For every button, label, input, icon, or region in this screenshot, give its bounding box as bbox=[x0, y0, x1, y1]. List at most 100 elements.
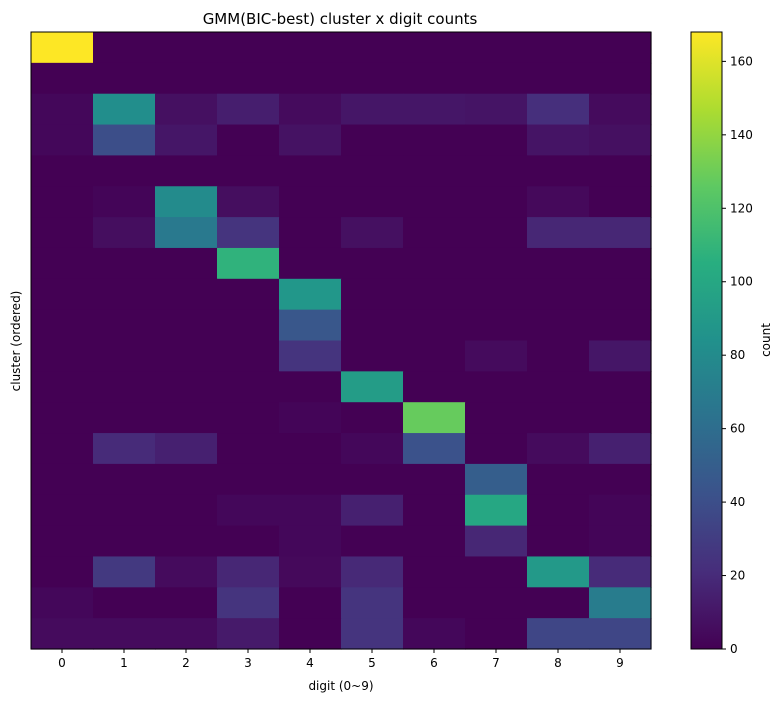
heatmap-cell bbox=[465, 433, 528, 465]
heatmap-cell bbox=[217, 217, 280, 249]
heatmap-cell bbox=[279, 62, 342, 95]
x-axis-ticks: 0 1 2 3 4 5 6 7 8 9 bbox=[58, 649, 624, 670]
heatmap-cell bbox=[465, 32, 528, 64]
heatmap-cell bbox=[527, 278, 590, 311]
colorbar-ticks: 0 20 40 60 80 100 120 140 160 bbox=[722, 54, 753, 656]
heatmap-cell bbox=[341, 124, 404, 156]
x-tick-label: 4 bbox=[306, 656, 314, 670]
heatmap-cell bbox=[279, 494, 342, 527]
heatmap-cell bbox=[465, 618, 528, 650]
heatmap-cell bbox=[93, 402, 156, 434]
heatmap-cell bbox=[217, 618, 280, 650]
heatmap-cell bbox=[589, 587, 652, 619]
heatmap-cell bbox=[279, 278, 342, 311]
heatmap-cell bbox=[31, 402, 94, 434]
heatmap-cell bbox=[93, 340, 156, 372]
heatmap-cell bbox=[341, 62, 404, 95]
heatmap-cell bbox=[279, 556, 342, 588]
heatmap-cell bbox=[155, 309, 218, 342]
heatmap-cell bbox=[403, 93, 466, 126]
heatmap-cell bbox=[93, 32, 156, 64]
heatmap-cell bbox=[465, 186, 528, 218]
heatmap-cell bbox=[341, 556, 404, 588]
colorbar bbox=[690, 31, 723, 650]
heatmap-cell bbox=[93, 309, 156, 342]
colorbar-tick-label: 100 bbox=[730, 275, 753, 289]
heatmap-cell bbox=[93, 155, 156, 187]
heatmap-cell bbox=[527, 402, 590, 434]
heatmap-cell bbox=[341, 371, 404, 403]
colorbar-tick-label: 140 bbox=[730, 128, 753, 142]
heatmap-cell bbox=[403, 247, 466, 280]
heatmap-cell bbox=[93, 186, 156, 218]
heatmap-cell bbox=[217, 93, 280, 126]
heatmap-cell bbox=[217, 340, 280, 372]
heatmap-cell bbox=[527, 186, 590, 218]
heatmap-cell bbox=[93, 217, 156, 249]
heatmap-cell bbox=[31, 93, 94, 126]
heatmap-cell bbox=[93, 494, 156, 527]
heatmap-cell bbox=[31, 124, 94, 156]
heatmap-cell bbox=[31, 433, 94, 465]
heatmap-cell bbox=[155, 402, 218, 434]
heatmap-cell bbox=[155, 494, 218, 527]
heatmap-cell bbox=[527, 340, 590, 372]
colorbar-tick-label: 80 bbox=[730, 348, 745, 362]
x-tick-label: 5 bbox=[368, 656, 376, 670]
heatmap-cell bbox=[403, 463, 466, 496]
x-tick-label: 1 bbox=[120, 656, 128, 670]
heatmap-cell bbox=[341, 340, 404, 372]
heatmap-cell bbox=[589, 217, 652, 249]
heatmap-cell bbox=[217, 309, 280, 342]
heatmap-cell bbox=[279, 155, 342, 187]
x-tick-label: 8 bbox=[554, 656, 562, 670]
heatmap-cell bbox=[589, 62, 652, 95]
heatmap-cell bbox=[93, 556, 156, 588]
heatmap-cell bbox=[403, 371, 466, 403]
heatmap-cell bbox=[93, 587, 156, 619]
heatmap-cell bbox=[279, 525, 342, 558]
heatmap-cell bbox=[403, 587, 466, 619]
heatmap-cell bbox=[217, 124, 280, 156]
heatmap-cell bbox=[217, 186, 280, 218]
heatmap-cell bbox=[93, 247, 156, 280]
heatmap-cell bbox=[589, 155, 652, 187]
colorbar-tick-label: 40 bbox=[730, 495, 745, 509]
heatmap-cell bbox=[589, 340, 652, 372]
heatmap-cell bbox=[279, 433, 342, 465]
heatmap-cell bbox=[155, 278, 218, 311]
heatmap-cell bbox=[403, 433, 466, 465]
heatmap-cell bbox=[93, 62, 156, 95]
heatmap-cell bbox=[93, 433, 156, 465]
heatmap-cell bbox=[465, 247, 528, 280]
heatmap-cell bbox=[341, 155, 404, 187]
x-tick-label: 3 bbox=[244, 656, 252, 670]
heatmap-cell bbox=[589, 556, 652, 588]
heatmap-cell bbox=[31, 309, 94, 342]
heatmap-cell bbox=[155, 463, 218, 496]
heatmap-cell bbox=[31, 587, 94, 619]
heatmap-cell bbox=[465, 340, 528, 372]
heatmap-cell bbox=[341, 587, 404, 619]
heatmap-cell bbox=[465, 463, 528, 496]
x-tick-label: 7 bbox=[492, 656, 500, 670]
heatmap-cell bbox=[341, 463, 404, 496]
heatmap-cell bbox=[31, 494, 94, 527]
heatmap-cell bbox=[279, 463, 342, 496]
heatmap-cell bbox=[155, 433, 218, 465]
heatmap-cell bbox=[155, 186, 218, 218]
heatmap-cell bbox=[279, 247, 342, 280]
heatmap-cell bbox=[465, 402, 528, 434]
heatmap-cell bbox=[341, 186, 404, 218]
x-axis-label: digit (0~9) bbox=[308, 679, 373, 693]
heatmap-cell bbox=[403, 217, 466, 249]
x-tick-label: 0 bbox=[58, 656, 66, 670]
heatmap-cell bbox=[527, 62, 590, 95]
chart-title: GMM(BIC-best) cluster x digit counts bbox=[203, 10, 478, 28]
heatmap-cell bbox=[93, 93, 156, 126]
heatmap-cell bbox=[527, 494, 590, 527]
colorbar-tick-label: 60 bbox=[730, 422, 745, 436]
heatmap-cell bbox=[155, 93, 218, 126]
heatmap-cell bbox=[341, 433, 404, 465]
heatmap-cell bbox=[465, 371, 528, 403]
